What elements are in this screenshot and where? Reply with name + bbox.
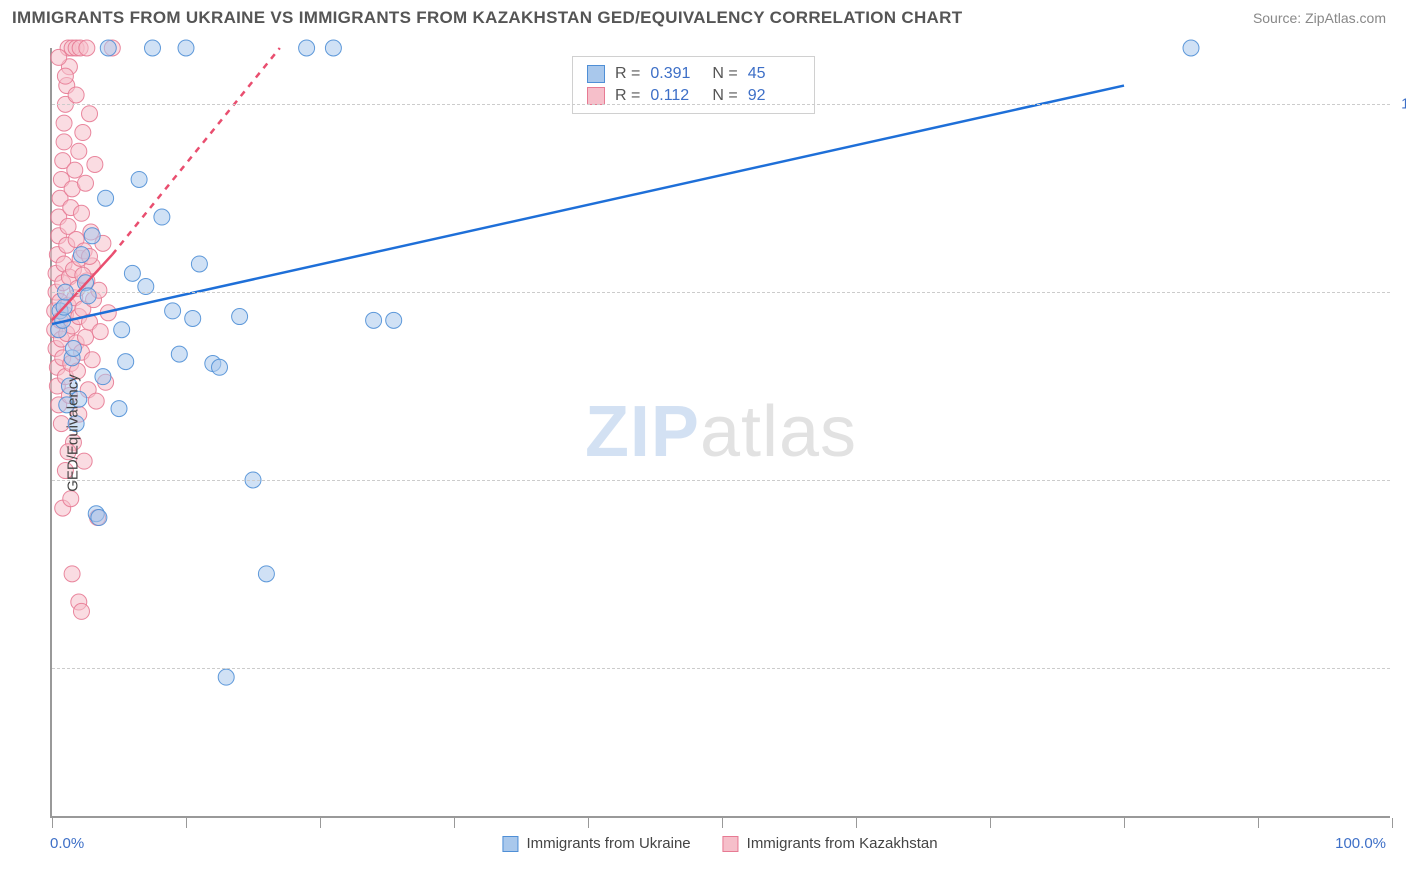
legend-label-ukraine: Immigrants from Ukraine bbox=[526, 835, 690, 852]
x-tick bbox=[856, 818, 857, 828]
x-tick bbox=[52, 818, 53, 828]
stats-r-ukraine: 0.391 bbox=[650, 65, 702, 83]
x-tick bbox=[1124, 818, 1125, 828]
y-axis-title: GED/Equivalency bbox=[64, 374, 81, 492]
y-tick-label: 70.0% bbox=[1396, 659, 1406, 676]
x-tick bbox=[1258, 818, 1259, 828]
source-label: Source: ZipAtlas.com bbox=[1253, 10, 1386, 26]
x-tick bbox=[186, 818, 187, 828]
legend-swatch-kazakhstan bbox=[723, 836, 739, 852]
bottom-legend: Immigrants from Ukraine Immigrants from … bbox=[502, 835, 937, 852]
gridline-h bbox=[52, 668, 1390, 669]
x-tick bbox=[722, 818, 723, 828]
stats-n-kazakhstan: 92 bbox=[748, 87, 800, 105]
stats-swatch-ukraine bbox=[587, 65, 605, 83]
x-tick bbox=[1392, 818, 1393, 828]
stats-r-label2: R = bbox=[615, 87, 640, 105]
stats-r-kazakhstan: 0.112 bbox=[650, 87, 702, 105]
y-tick-label: 80.0% bbox=[1396, 471, 1406, 488]
x-axis-min-label: 0.0% bbox=[50, 835, 84, 852]
plot-svg bbox=[52, 48, 1392, 818]
chart-area: ZIPatlas R = 0.391 N = 45 R = 0.112 N = … bbox=[50, 48, 1390, 818]
stats-r-label: R = bbox=[615, 65, 640, 83]
x-tick bbox=[990, 818, 991, 828]
title-bar: IMMIGRANTS FROM UKRAINE VS IMMIGRANTS FR… bbox=[0, 0, 1406, 36]
gridline-h bbox=[52, 104, 1390, 105]
stats-swatch-kazakhstan bbox=[587, 87, 605, 105]
stats-n-label2: N = bbox=[712, 87, 737, 105]
plot-frame: ZIPatlas R = 0.391 N = 45 R = 0.112 N = … bbox=[50, 48, 1390, 818]
x-tick bbox=[454, 818, 455, 828]
gridline-h bbox=[52, 480, 1390, 481]
legend-item-ukraine: Immigrants from Ukraine bbox=[502, 835, 690, 852]
gridline-h bbox=[52, 292, 1390, 293]
legend-swatch-ukraine bbox=[502, 836, 518, 852]
y-tick-label: 100.0% bbox=[1396, 96, 1406, 113]
stats-row-ukraine: R = 0.391 N = 45 bbox=[587, 63, 800, 85]
legend-item-kazakhstan: Immigrants from Kazakhstan bbox=[723, 835, 938, 852]
stats-n-label: N = bbox=[712, 65, 737, 83]
y-tick-label: 90.0% bbox=[1396, 284, 1406, 301]
x-axis-max-label: 100.0% bbox=[1335, 835, 1386, 852]
legend-label-kazakhstan: Immigrants from Kazakhstan bbox=[747, 835, 938, 852]
x-tick bbox=[320, 818, 321, 828]
stats-n-ukraine: 45 bbox=[748, 65, 800, 83]
x-tick bbox=[588, 818, 589, 828]
chart-title: IMMIGRANTS FROM UKRAINE VS IMMIGRANTS FR… bbox=[12, 8, 962, 28]
